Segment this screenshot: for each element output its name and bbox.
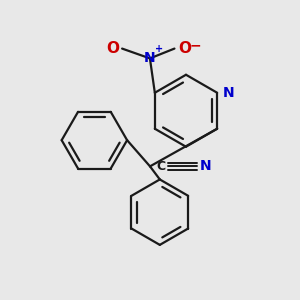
Text: O: O <box>106 41 119 56</box>
Text: C: C <box>156 160 165 173</box>
Text: −: − <box>190 38 202 52</box>
Text: O: O <box>178 41 191 56</box>
Text: +: + <box>155 44 163 54</box>
Text: N: N <box>144 51 156 65</box>
Text: N: N <box>200 159 212 173</box>
Text: N: N <box>223 86 235 100</box>
